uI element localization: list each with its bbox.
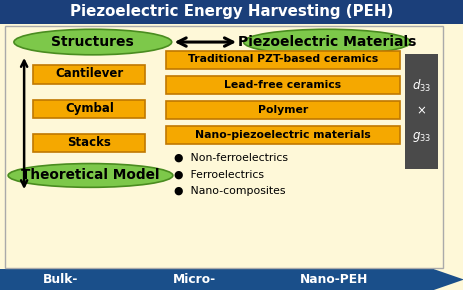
Text: $g_{33}$: $g_{33}$ — [411, 130, 430, 144]
Text: Theoretical Model: Theoretical Model — [21, 168, 159, 182]
Text: $\times$: $\times$ — [415, 105, 425, 118]
Text: Piezoelectric Materials: Piezoelectric Materials — [238, 35, 415, 49]
Text: ●  Non-ferroelectrics: ● Non-ferroelectrics — [174, 153, 288, 163]
Text: Traditional PZT-based ceramics: Traditional PZT-based ceramics — [188, 55, 377, 64]
Ellipse shape — [14, 29, 171, 55]
Text: Micro-: Micro- — [173, 273, 216, 286]
Text: ●  Ferroelectrics: ● Ferroelectrics — [174, 170, 263, 180]
Polygon shape — [433, 269, 463, 290]
Text: Lead-free ceramics: Lead-free ceramics — [224, 80, 341, 90]
Text: $d_{33}$: $d_{33}$ — [411, 78, 430, 94]
FancyBboxPatch shape — [165, 76, 400, 94]
FancyBboxPatch shape — [33, 100, 145, 118]
Ellipse shape — [8, 164, 172, 187]
Text: Structures: Structures — [51, 35, 134, 49]
Text: Nano-piezoelectric materials: Nano-piezoelectric materials — [195, 130, 370, 139]
FancyBboxPatch shape — [33, 65, 145, 84]
Text: ●  Nano-composites: ● Nano-composites — [174, 186, 285, 196]
FancyBboxPatch shape — [165, 126, 400, 144]
FancyBboxPatch shape — [5, 26, 442, 268]
Text: Stacks: Stacks — [67, 136, 111, 149]
FancyBboxPatch shape — [165, 101, 400, 119]
Text: Bulk-: Bulk- — [43, 273, 78, 286]
FancyBboxPatch shape — [404, 54, 437, 169]
Text: Polymer: Polymer — [257, 105, 307, 115]
FancyBboxPatch shape — [33, 134, 145, 152]
Text: Cymbal: Cymbal — [65, 102, 113, 115]
Ellipse shape — [243, 29, 410, 55]
FancyBboxPatch shape — [165, 51, 400, 69]
FancyBboxPatch shape — [0, 0, 463, 24]
Text: Piezoelectric Energy Harvesting (PEH): Piezoelectric Energy Harvesting (PEH) — [70, 4, 393, 19]
Text: Cantilever: Cantilever — [55, 68, 123, 80]
Text: Nano-PEH: Nano-PEH — [299, 273, 368, 286]
FancyBboxPatch shape — [0, 269, 433, 290]
